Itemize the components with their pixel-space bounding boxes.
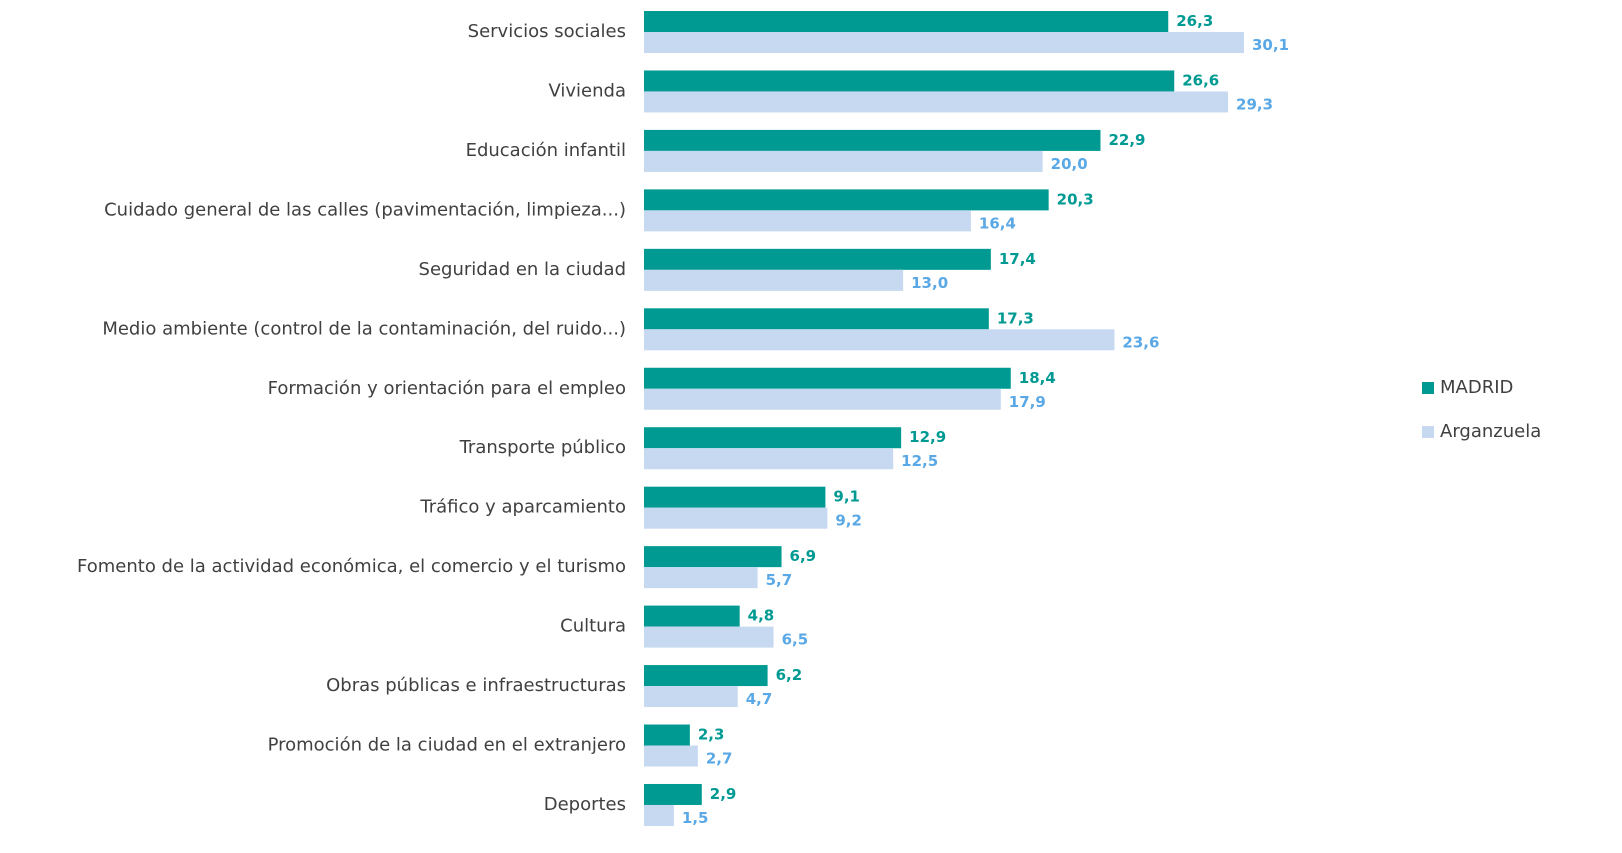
bar	[644, 626, 774, 648]
bar	[644, 388, 1001, 410]
bar	[644, 745, 698, 767]
bar	[644, 686, 738, 708]
value-label: 17,9	[1009, 393, 1046, 411]
category-label: Educación infantil	[466, 140, 626, 161]
value-label: 16,4	[979, 214, 1016, 232]
category-label: Tráfico y aparcamiento	[419, 497, 626, 518]
bar	[644, 329, 1115, 351]
legend-label: Arganzuela	[1440, 421, 1541, 442]
bar	[644, 248, 991, 270]
value-label: 30,1	[1252, 36, 1289, 54]
value-label: 26,3	[1176, 12, 1213, 30]
value-label: 12,5	[901, 452, 938, 470]
category-label: Obras públicas e infraestructuras	[326, 675, 626, 696]
bar	[644, 507, 828, 529]
value-label: 20,0	[1051, 155, 1088, 173]
bar	[644, 567, 758, 589]
legend-swatch	[1422, 382, 1434, 394]
category-label: Deportes	[544, 794, 626, 815]
value-label: 2,9	[710, 785, 737, 803]
bar	[644, 665, 768, 687]
bar	[644, 486, 826, 508]
value-label: 20,3	[1057, 190, 1094, 208]
value-label: 22,9	[1108, 131, 1145, 149]
value-label: 5,7	[766, 571, 793, 589]
value-label: 9,2	[835, 512, 862, 530]
legend-label: MADRID	[1440, 377, 1513, 398]
value-label: 2,7	[706, 750, 733, 768]
bar	[644, 724, 690, 746]
category-label: Cuidado general de las calles (pavimenta…	[104, 199, 626, 220]
value-label: 1,5	[682, 809, 709, 827]
bar	[644, 32, 1244, 53]
category-label: Servicios sociales	[468, 21, 626, 42]
value-label: 4,7	[746, 690, 773, 708]
value-label: 6,2	[776, 666, 803, 684]
value-label: 17,3	[997, 309, 1034, 327]
bar	[644, 150, 1043, 172]
value-label: 13,0	[911, 274, 948, 292]
category-label: Vivienda	[548, 80, 626, 101]
bar	[644, 189, 1049, 211]
bar	[644, 783, 702, 805]
value-label: 18,4	[1019, 369, 1056, 387]
legend-swatch	[1422, 426, 1434, 438]
value-label: 6,5	[782, 631, 809, 649]
bar	[644, 367, 1011, 389]
category-label: Fomento de la actividad económica, el co…	[77, 556, 626, 577]
value-label: 23,6	[1122, 333, 1159, 351]
value-label: 17,4	[999, 250, 1036, 268]
bar	[644, 546, 782, 568]
bar	[644, 210, 971, 232]
bar	[644, 605, 740, 627]
bar	[644, 427, 902, 449]
category-label: Formación y orientación para el empleo	[268, 378, 626, 399]
value-label: 29,3	[1236, 95, 1273, 113]
value-label: 6,9	[790, 547, 817, 565]
value-label: 4,8	[748, 607, 775, 625]
bar	[644, 11, 1169, 32]
bar	[644, 308, 989, 330]
category-label: Seguridad en la ciudad	[419, 259, 626, 280]
bar	[644, 91, 1229, 113]
category-label: Transporte público	[459, 437, 626, 458]
category-label: Cultura	[560, 616, 626, 637]
value-label: 12,9	[909, 428, 946, 446]
bar	[644, 269, 904, 291]
bar	[644, 129, 1101, 151]
bar	[644, 70, 1175, 92]
value-label: 26,6	[1182, 71, 1219, 89]
value-label: 2,3	[698, 726, 725, 744]
category-label: Promoción de la ciudad en el extranjero	[268, 735, 626, 756]
category-label: Medio ambiente (control de la contaminac…	[102, 318, 626, 339]
value-label: 9,1	[833, 488, 860, 506]
bar	[644, 804, 674, 826]
bar	[644, 448, 894, 470]
